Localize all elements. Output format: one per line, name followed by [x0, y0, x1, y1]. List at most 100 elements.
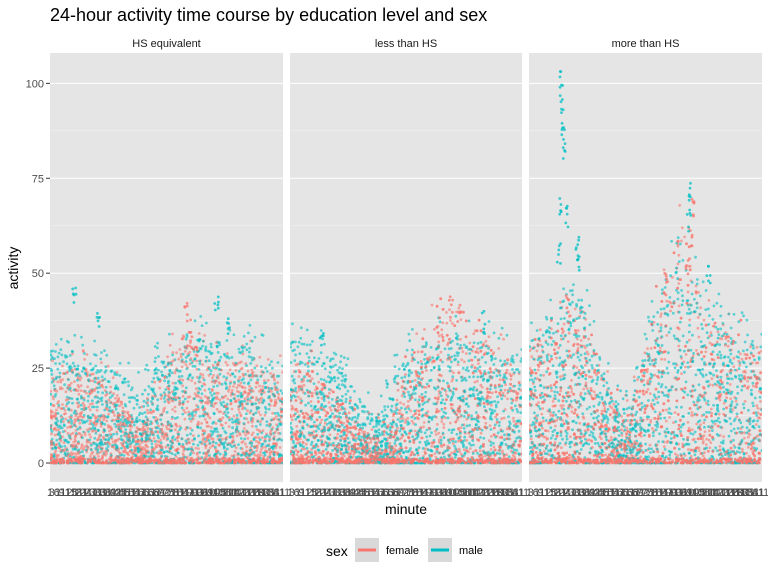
point-female	[396, 427, 399, 430]
point-female	[296, 410, 299, 413]
point-male	[276, 424, 280, 428]
point-male	[168, 368, 172, 372]
point-female	[328, 433, 332, 437]
point-male	[190, 361, 194, 365]
point-female	[157, 424, 160, 428]
point-male	[104, 433, 108, 437]
point-male	[241, 350, 245, 353]
point-male	[340, 379, 344, 383]
point-male	[273, 412, 277, 415]
point-male	[116, 388, 120, 391]
point-male	[193, 365, 197, 368]
point-female	[197, 447, 200, 450]
point-female	[313, 388, 317, 392]
point-male	[143, 388, 147, 392]
point-female	[141, 432, 145, 436]
point-female	[168, 343, 172, 347]
point-female	[440, 328, 444, 332]
point-male	[259, 375, 263, 378]
point-female	[161, 423, 165, 427]
point-female	[484, 454, 487, 458]
point-male	[299, 432, 303, 436]
point-female	[201, 376, 205, 380]
point-male	[105, 403, 109, 407]
point-female	[91, 402, 94, 405]
point-male	[174, 398, 178, 402]
point-female	[194, 387, 198, 391]
point-female	[204, 446, 208, 450]
point-female	[207, 460, 210, 463]
point-female	[89, 454, 92, 458]
point-female	[177, 357, 181, 361]
point-male	[121, 380, 124, 384]
point-male	[101, 391, 104, 395]
point-female	[50, 432, 53, 436]
point-female	[51, 359, 54, 363]
point-male	[178, 396, 182, 400]
point-female	[74, 452, 78, 456]
point-male	[198, 414, 202, 418]
point-female	[226, 352, 229, 355]
point-male	[212, 396, 216, 400]
point-female	[208, 400, 211, 404]
point-female	[100, 361, 103, 364]
point-female	[251, 424, 254, 428]
point-female	[127, 457, 131, 461]
point-female	[69, 424, 72, 428]
point-male	[104, 385, 108, 389]
point-female	[185, 313, 189, 316]
point-male	[63, 438, 66, 442]
point-male	[353, 389, 356, 393]
point-female	[183, 350, 187, 353]
point-male	[123, 419, 127, 423]
point-male	[503, 433, 506, 437]
point-female	[171, 332, 174, 336]
point-male	[267, 407, 271, 411]
point-female	[159, 456, 163, 460]
point-female	[506, 397, 509, 401]
point-male	[407, 390, 410, 394]
point-female	[468, 341, 472, 345]
point-male	[450, 431, 454, 434]
point-female	[181, 395, 185, 398]
point-female	[410, 419, 414, 423]
point-female	[53, 389, 57, 392]
point-female	[203, 334, 207, 337]
point-female	[111, 458, 115, 462]
point-male	[223, 381, 227, 385]
point-female	[479, 431, 483, 435]
point-female	[274, 387, 277, 391]
point-female	[105, 449, 108, 453]
point-male	[226, 327, 230, 331]
point-female	[437, 409, 441, 413]
point-male	[60, 426, 64, 430]
point-female	[57, 400, 60, 403]
point-female	[173, 428, 177, 432]
point-female	[176, 430, 180, 434]
point-female	[472, 332, 476, 336]
point-male	[270, 360, 273, 363]
point-female	[129, 423, 132, 427]
point-female	[363, 453, 367, 457]
point-female	[328, 391, 331, 395]
point-male	[252, 413, 256, 416]
point-female	[291, 406, 295, 410]
point-female	[263, 413, 267, 417]
point-female	[237, 405, 241, 408]
point-female	[317, 380, 321, 384]
point-male	[290, 427, 294, 431]
point-female	[121, 422, 125, 426]
point-female	[508, 372, 512, 376]
point-male	[386, 405, 390, 408]
point-female	[402, 402, 406, 406]
point-female	[102, 418, 105, 422]
point-female	[395, 398, 399, 402]
point-female	[78, 378, 82, 382]
point-male	[237, 369, 241, 373]
point-female	[255, 380, 259, 384]
point-female	[203, 417, 207, 421]
point-female	[273, 431, 277, 434]
point-male	[157, 355, 160, 358]
point-female	[148, 459, 152, 463]
point-male	[156, 346, 159, 350]
